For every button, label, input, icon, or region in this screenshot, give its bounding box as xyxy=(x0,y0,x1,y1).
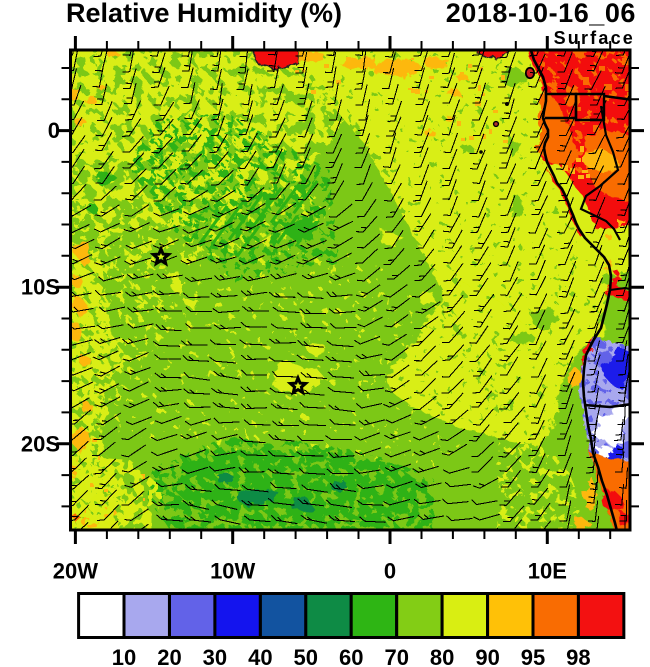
svg-text:Relative Humidity (%): Relative Humidity (%) xyxy=(66,0,342,28)
svg-text:2018-10-16_06: 2018-10-16_06 xyxy=(446,0,636,28)
svg-text:60: 60 xyxy=(339,645,363,667)
svg-text:10: 10 xyxy=(112,645,136,667)
svg-text:20S: 20S xyxy=(21,431,60,456)
svg-text:10W: 10W xyxy=(210,559,255,584)
svg-text:10E: 10E xyxy=(528,559,567,584)
svg-text:98: 98 xyxy=(566,645,590,667)
svg-text:20: 20 xyxy=(157,645,181,667)
svg-text:80: 80 xyxy=(430,645,454,667)
svg-text:70: 70 xyxy=(384,645,408,667)
svg-text:10S: 10S xyxy=(21,275,60,300)
svg-text:90: 90 xyxy=(475,645,499,667)
svg-text:95: 95 xyxy=(521,645,545,667)
svg-text:0: 0 xyxy=(48,118,60,143)
svg-text:40: 40 xyxy=(248,645,272,667)
svg-text:30: 30 xyxy=(203,645,227,667)
svg-text:20W: 20W xyxy=(53,559,98,584)
svg-text:Surface: Surface xyxy=(554,28,635,48)
svg-text:0: 0 xyxy=(384,559,396,584)
svg-text:50: 50 xyxy=(294,645,318,667)
